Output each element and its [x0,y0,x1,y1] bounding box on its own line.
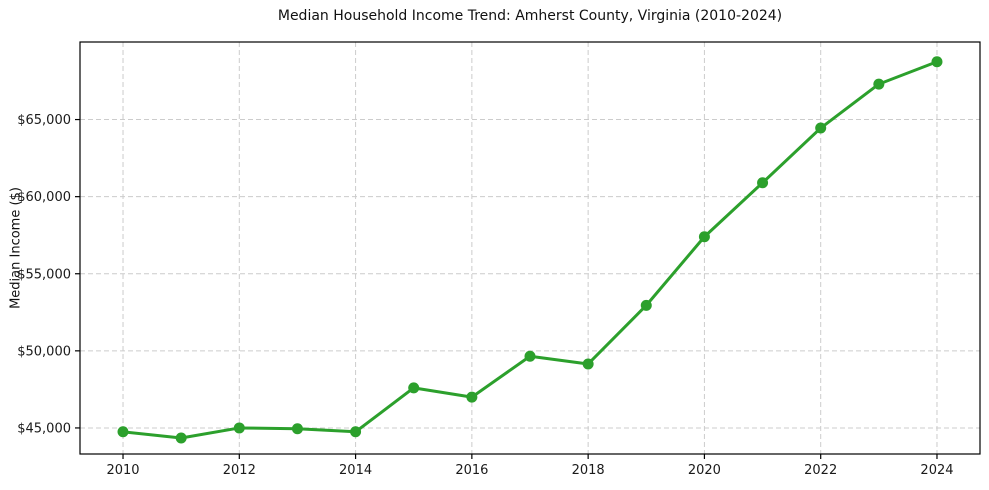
data-point-marker [233,422,245,434]
y-tick-label: $60,000 [17,190,71,205]
data-point-marker [350,426,362,438]
data-point-marker [524,350,536,362]
data-point-marker [757,177,769,189]
data-point-marker [466,391,478,403]
data-point-marker [698,231,710,243]
x-tick-label: 2024 [920,463,953,478]
x-tick-label: 2022 [804,463,837,478]
x-tick-label: 2010 [106,463,139,478]
y-tick-label: $65,000 [17,113,71,128]
x-tick-label: 2016 [455,463,488,478]
data-point-marker [408,382,420,394]
data-point-marker [640,299,652,311]
x-tick-label: 2018 [572,463,605,478]
y-tick-label: $50,000 [17,344,71,359]
data-point-marker [931,56,943,68]
data-point-marker [815,122,827,134]
data-point-marker [175,432,187,444]
trend-line [121,60,939,440]
data-point-marker [873,78,885,90]
data-point-marker [291,423,303,435]
plot-border [79,41,981,455]
y-tick-label: $55,000 [17,267,71,282]
data-point-marker [117,426,129,438]
data-point-marker [582,358,594,370]
chart-title: Median Household Income Trend: Amherst C… [277,8,783,24]
x-tick-label: 2014 [339,463,372,478]
y-tick-label: $45,000 [17,421,71,436]
x-tick-label: 2012 [223,463,256,478]
x-tick-label: 2020 [688,463,721,478]
